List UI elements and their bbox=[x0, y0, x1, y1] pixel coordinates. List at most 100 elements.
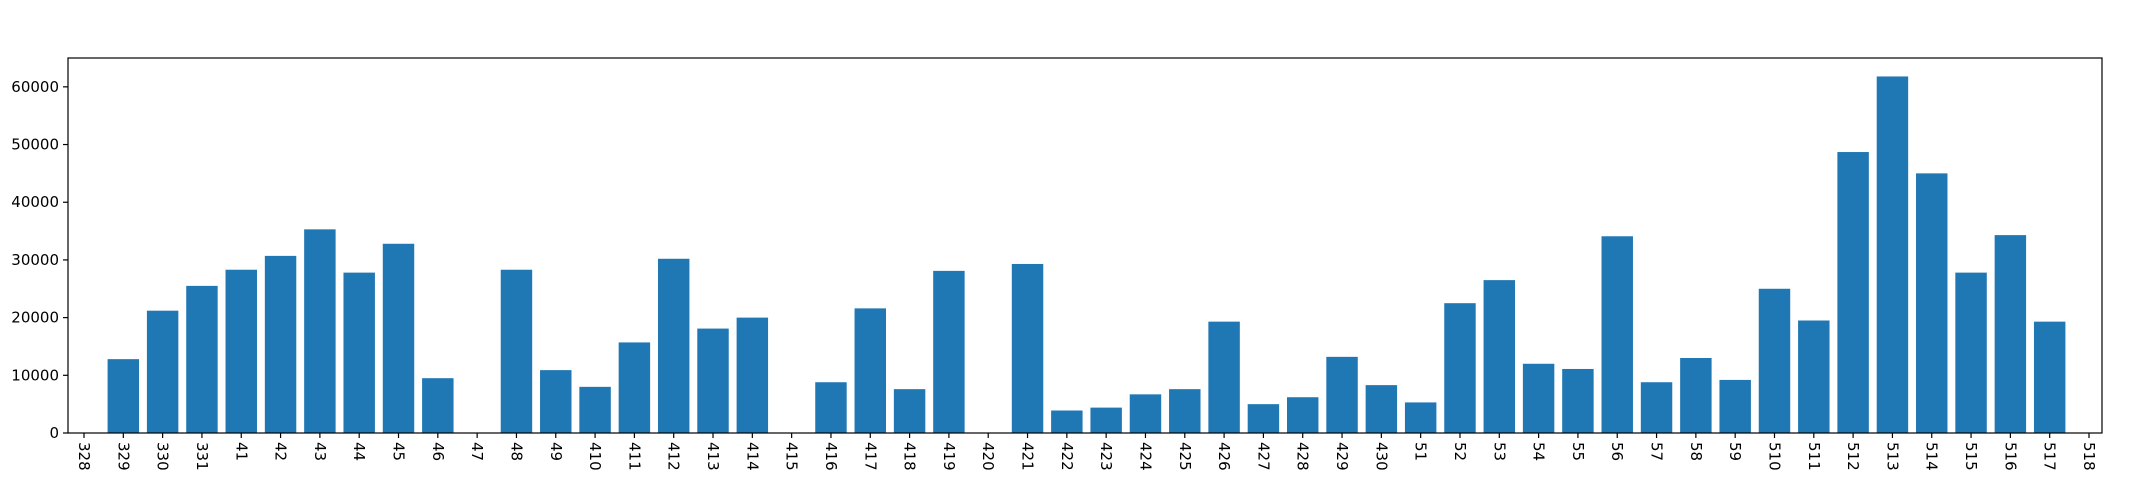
bar-424 bbox=[1129, 394, 1162, 433]
x-tick-label-51: 51 bbox=[1412, 442, 1430, 461]
x-tick-label-426: 426 bbox=[1215, 442, 1233, 471]
bar-53 bbox=[1483, 280, 1516, 433]
bar-329 bbox=[107, 359, 140, 433]
x-axis: 328 329 330 331 41 42 43 44 45 46 47 48 49 410 411 412 4… bbox=[75, 433, 2098, 471]
x-tick-label-423: 423 bbox=[1097, 442, 1115, 471]
x-tick-label-42: 42 bbox=[272, 442, 290, 461]
x-tick-label-512: 512 bbox=[1844, 442, 1862, 471]
bar-410 bbox=[579, 386, 611, 433]
bar-511 bbox=[1798, 320, 1830, 433]
x-tick-label-513: 513 bbox=[1883, 442, 1901, 471]
x-tick-label-428: 428 bbox=[1294, 442, 1312, 471]
bar-416 bbox=[815, 382, 847, 433]
bar-413 bbox=[697, 328, 729, 433]
bar-52 bbox=[1444, 303, 1476, 433]
x-tick-label-46: 46 bbox=[429, 442, 447, 461]
bar-331 bbox=[186, 285, 218, 433]
x-tick-label-425: 425 bbox=[1176, 442, 1194, 471]
x-tick-label-43: 43 bbox=[311, 442, 329, 461]
bar-419 bbox=[933, 270, 965, 433]
x-tick-label-417: 417 bbox=[861, 442, 879, 471]
bar-44 bbox=[343, 272, 375, 433]
bar-51 bbox=[1404, 402, 1437, 433]
x-tick-label-56: 56 bbox=[1608, 442, 1626, 461]
x-tick-label-410: 410 bbox=[586, 442, 604, 471]
x-tick-label-48: 48 bbox=[507, 442, 525, 461]
x-tick-label-412: 412 bbox=[665, 442, 683, 471]
bar-59 bbox=[1719, 379, 1751, 433]
bar-430 bbox=[1365, 385, 1398, 433]
axes-frame bbox=[67, 57, 2103, 434]
x-tick-label-419: 419 bbox=[940, 442, 958, 471]
x-tick-label-411: 411 bbox=[625, 442, 643, 471]
x-tick-label-57: 57 bbox=[1648, 442, 1666, 461]
x-tick-label-414: 414 bbox=[743, 442, 761, 471]
x-tick-label-416: 416 bbox=[822, 442, 840, 471]
bar-42 bbox=[264, 255, 297, 433]
x-tick-label-421: 421 bbox=[1019, 442, 1037, 471]
bars-group bbox=[107, 76, 2066, 434]
bar-41 bbox=[225, 269, 257, 433]
bar-46 bbox=[422, 378, 454, 433]
x-tick-label-430: 430 bbox=[1372, 442, 1390, 471]
x-tick-label-516: 516 bbox=[2001, 442, 2019, 471]
x-tick-label-518: 518 bbox=[2080, 442, 2098, 471]
x-tick-label-511: 511 bbox=[1805, 442, 1823, 471]
x-tick-label-53: 53 bbox=[1490, 442, 1508, 461]
bar-57 bbox=[1640, 382, 1673, 433]
y-tick-label-0: 0 bbox=[49, 424, 59, 442]
x-tick-label-420: 420 bbox=[979, 442, 997, 471]
bar-427 bbox=[1247, 404, 1280, 433]
x-tick-label-514: 514 bbox=[1923, 442, 1941, 471]
bar-54 bbox=[1522, 363, 1555, 433]
y-tick-label-60000: 60000 bbox=[11, 78, 59, 96]
bar-45 bbox=[382, 243, 415, 433]
x-tick-label-58: 58 bbox=[1687, 442, 1705, 461]
x-tick-label-328: 328 bbox=[75, 442, 93, 471]
bar-48 bbox=[500, 269, 533, 433]
x-tick-label-329: 329 bbox=[114, 442, 132, 471]
x-tick-label-424: 424 bbox=[1136, 442, 1154, 471]
y-tick-label-40000: 40000 bbox=[11, 193, 59, 211]
x-tick-label-418: 418 bbox=[901, 442, 919, 471]
bar-515 bbox=[1955, 272, 1987, 433]
x-tick-label-517: 517 bbox=[2041, 442, 2059, 471]
bar-330 bbox=[146, 310, 179, 433]
x-tick-label-515: 515 bbox=[1962, 442, 1980, 471]
y-tick-label-20000: 20000 bbox=[11, 309, 59, 327]
x-tick-label-47: 47 bbox=[468, 442, 486, 461]
bar-513 bbox=[1876, 76, 1909, 434]
bar-428 bbox=[1287, 397, 1319, 433]
y-tick-label-30000: 30000 bbox=[11, 251, 59, 269]
bar-421 bbox=[1011, 263, 1044, 433]
bar-58 bbox=[1680, 358, 1712, 433]
x-tick-label-52: 52 bbox=[1451, 442, 1469, 461]
bar-417 bbox=[854, 308, 886, 433]
bar-422 bbox=[1051, 410, 1083, 433]
bar-43 bbox=[304, 229, 336, 433]
bar-514 bbox=[1916, 173, 1948, 433]
x-tick-label-59: 59 bbox=[1726, 442, 1744, 461]
x-tick-label-54: 54 bbox=[1530, 442, 1548, 461]
x-tick-label-427: 427 bbox=[1254, 442, 1272, 471]
bar-55 bbox=[1562, 368, 1594, 433]
y-axis: 0 10000 20000 30000 40000 50000 60000 bbox=[11, 78, 68, 442]
x-tick-label-413: 413 bbox=[704, 442, 722, 471]
bar-56 bbox=[1601, 236, 1633, 433]
bar-517 bbox=[2033, 321, 2066, 433]
x-tick-label-422: 422 bbox=[1058, 442, 1076, 471]
bar-510 bbox=[1758, 288, 1791, 433]
x-tick-label-49: 49 bbox=[547, 442, 565, 461]
bar-411 bbox=[618, 342, 651, 433]
x-tick-label-44: 44 bbox=[350, 442, 368, 461]
x-tick-label-41: 41 bbox=[232, 442, 250, 461]
bar-425 bbox=[1169, 389, 1201, 433]
bar-512 bbox=[1837, 152, 1869, 434]
x-tick-label-45: 45 bbox=[390, 442, 408, 461]
bar-516 bbox=[1994, 235, 2027, 433]
x-tick-label-55: 55 bbox=[1569, 442, 1587, 461]
bar-429 bbox=[1326, 356, 1358, 433]
bar-423 bbox=[1090, 407, 1122, 433]
x-tick-label-415: 415 bbox=[783, 442, 801, 471]
